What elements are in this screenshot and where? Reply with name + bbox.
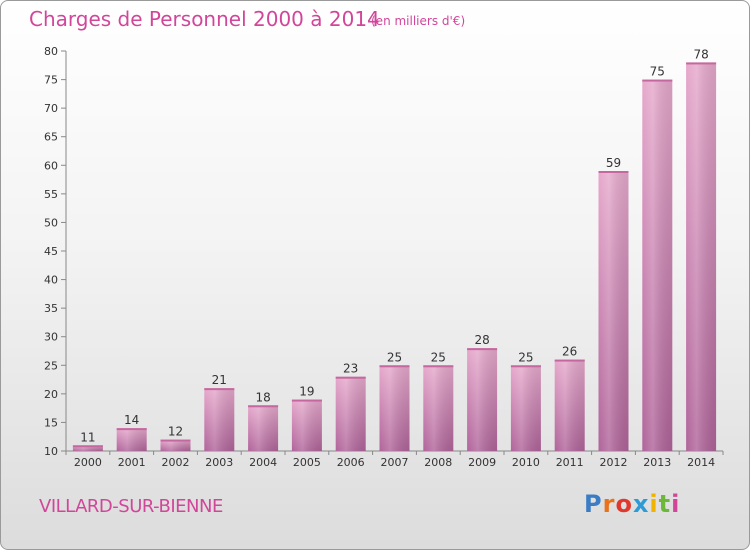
x-tick-label: 2004 — [249, 456, 277, 469]
bar-cap — [642, 79, 673, 82]
y-tick-label: 40 — [44, 274, 58, 287]
data-label: 28 — [474, 333, 489, 347]
bar-cap — [248, 405, 279, 408]
bar-shine — [467, 348, 498, 451]
axes: 10 15 20 25 30 35 40 45 50 55 60 65 70 75 80 2000 2001 20… — [44, 45, 724, 469]
bar-shine — [379, 365, 410, 451]
x-tick-label: 2010 — [512, 456, 540, 469]
bar-cap — [204, 388, 235, 391]
bar-cap — [335, 376, 366, 379]
data-label: 21 — [212, 373, 227, 387]
x-tick-label: 2002 — [162, 456, 190, 469]
bar-cap — [160, 439, 191, 442]
data-label: 75 — [650, 65, 665, 79]
bar-cap — [379, 365, 410, 368]
y-tick-label: 30 — [44, 331, 58, 344]
data-label: 14 — [124, 413, 139, 427]
y-tick-label: 50 — [44, 216, 58, 229]
commune-name: VILLARD-SUR-BIENNE — [39, 496, 223, 517]
y-tick-label: 20 — [44, 388, 58, 401]
logo-letter: i — [649, 490, 659, 518]
y-tick-label: 80 — [44, 45, 58, 58]
x-tick-label: 2013 — [643, 456, 671, 469]
y-tick-label: 65 — [44, 131, 58, 144]
logo-letter: P — [584, 490, 603, 518]
data-label: 18 — [255, 390, 270, 404]
x-tick-label: 2008 — [424, 456, 452, 469]
y-tick-label: 75 — [44, 74, 58, 87]
y-tick-label: 25 — [44, 359, 58, 372]
bar-cap — [116, 428, 147, 431]
data-label: 59 — [606, 156, 621, 170]
bar-shine — [160, 439, 191, 451]
bar-cap — [686, 62, 717, 65]
y-tick-label: 15 — [44, 416, 58, 429]
chart-subtitle: (en milliers d'€) — [371, 14, 466, 28]
x-tick-label: 2001 — [118, 456, 146, 469]
bar-shine — [291, 399, 322, 451]
bar-cap — [291, 399, 322, 402]
data-label: 11 — [80, 430, 95, 444]
y-tick-label: 10 — [44, 445, 58, 458]
bar-shine — [204, 388, 235, 451]
data-label: 23 — [343, 362, 358, 376]
bar-shine — [554, 359, 585, 451]
data-label: 25 — [518, 350, 533, 364]
x-tick-label: 2006 — [337, 456, 365, 469]
proxiti-logo: Proxiti — [584, 490, 680, 518]
logo-letter: i — [671, 490, 681, 518]
bar-shine — [423, 365, 454, 451]
bar-shine — [335, 376, 366, 451]
x-tick-label: 2011 — [556, 456, 584, 469]
logo-letter: o — [615, 490, 633, 518]
y-tick-label: 55 — [44, 188, 58, 201]
data-label: 19 — [299, 385, 314, 399]
y-tick-label: 60 — [44, 159, 58, 172]
bars — [72, 62, 717, 452]
bar-shine — [642, 79, 673, 452]
bar-shine — [510, 365, 541, 451]
x-tick-label: 2009 — [468, 456, 496, 469]
data-label: 25 — [431, 350, 446, 364]
bar-shine — [116, 428, 147, 451]
bar-shine — [72, 445, 103, 451]
bar-cap — [554, 359, 585, 362]
bar-cap — [423, 365, 454, 368]
x-tick-label: 2014 — [687, 456, 715, 469]
x-tick-label: 2003 — [205, 456, 233, 469]
data-label: 12 — [168, 425, 183, 439]
y-tick-label: 70 — [44, 102, 58, 115]
y-tick-label: 35 — [44, 302, 58, 315]
y-tick-label: 45 — [44, 245, 58, 258]
logo-letter: r — [602, 490, 616, 518]
x-tick-label: 2007 — [381, 456, 409, 469]
data-labels: 11 14 12 21 18 19 23 25 25 28 25 26 59 75 78 — [80, 47, 708, 444]
x-tick-label: 2005 — [293, 456, 321, 469]
x-tick-label: 2000 — [74, 456, 102, 469]
data-label: 26 — [562, 345, 577, 359]
bar-cap — [467, 348, 498, 351]
logo-letter: t — [658, 490, 672, 518]
bar-shine — [598, 171, 629, 451]
bar-cap — [598, 171, 629, 173]
bar-cap — [72, 445, 103, 448]
chart-title: Charges de Personnel 2000 à 2014 — [29, 7, 380, 31]
logo-letter: x — [632, 490, 650, 518]
bar-cap — [510, 365, 541, 368]
x-tick-label: 2012 — [600, 456, 628, 469]
data-label: 78 — [693, 47, 708, 61]
bar-shine — [248, 405, 279, 451]
bar-shine — [686, 62, 717, 452]
data-label: 25 — [387, 350, 402, 364]
